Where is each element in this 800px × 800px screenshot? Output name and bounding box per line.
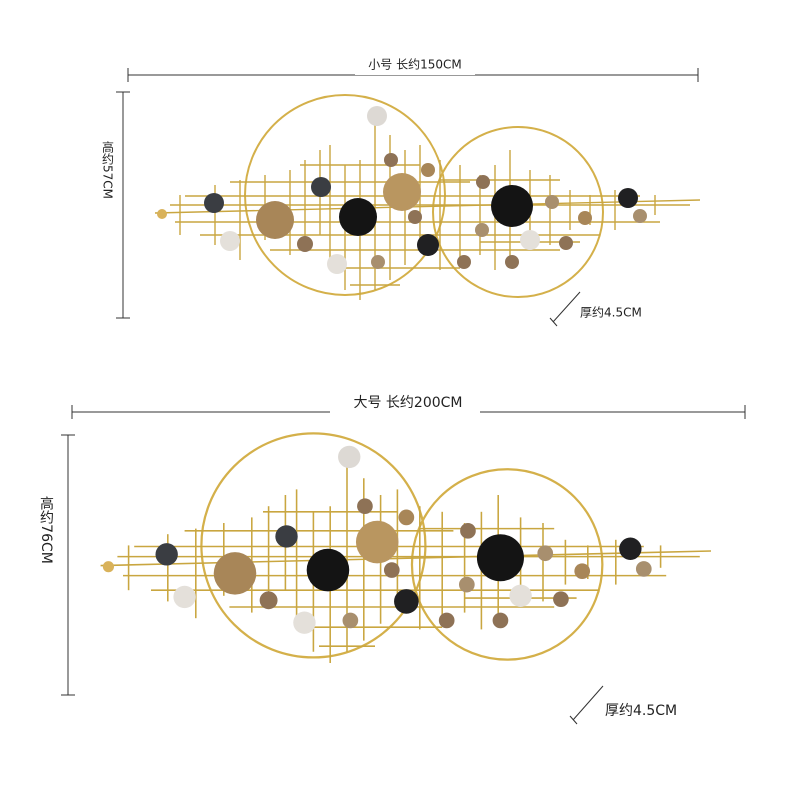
small-depth-label: 厚约4.5CM [580, 305, 642, 320]
large-height-label: 高约76CM [38, 495, 54, 563]
small-artwork [154, 94, 701, 301]
large-depth-label: 厚约4.5CM [605, 703, 677, 719]
small-height-label: 高约57CM [101, 140, 115, 199]
large-artwork [99, 432, 713, 665]
large-width-label: 大号 长约200CM [353, 395, 462, 411]
small-width-label: 小号 长约150CM [368, 57, 461, 72]
